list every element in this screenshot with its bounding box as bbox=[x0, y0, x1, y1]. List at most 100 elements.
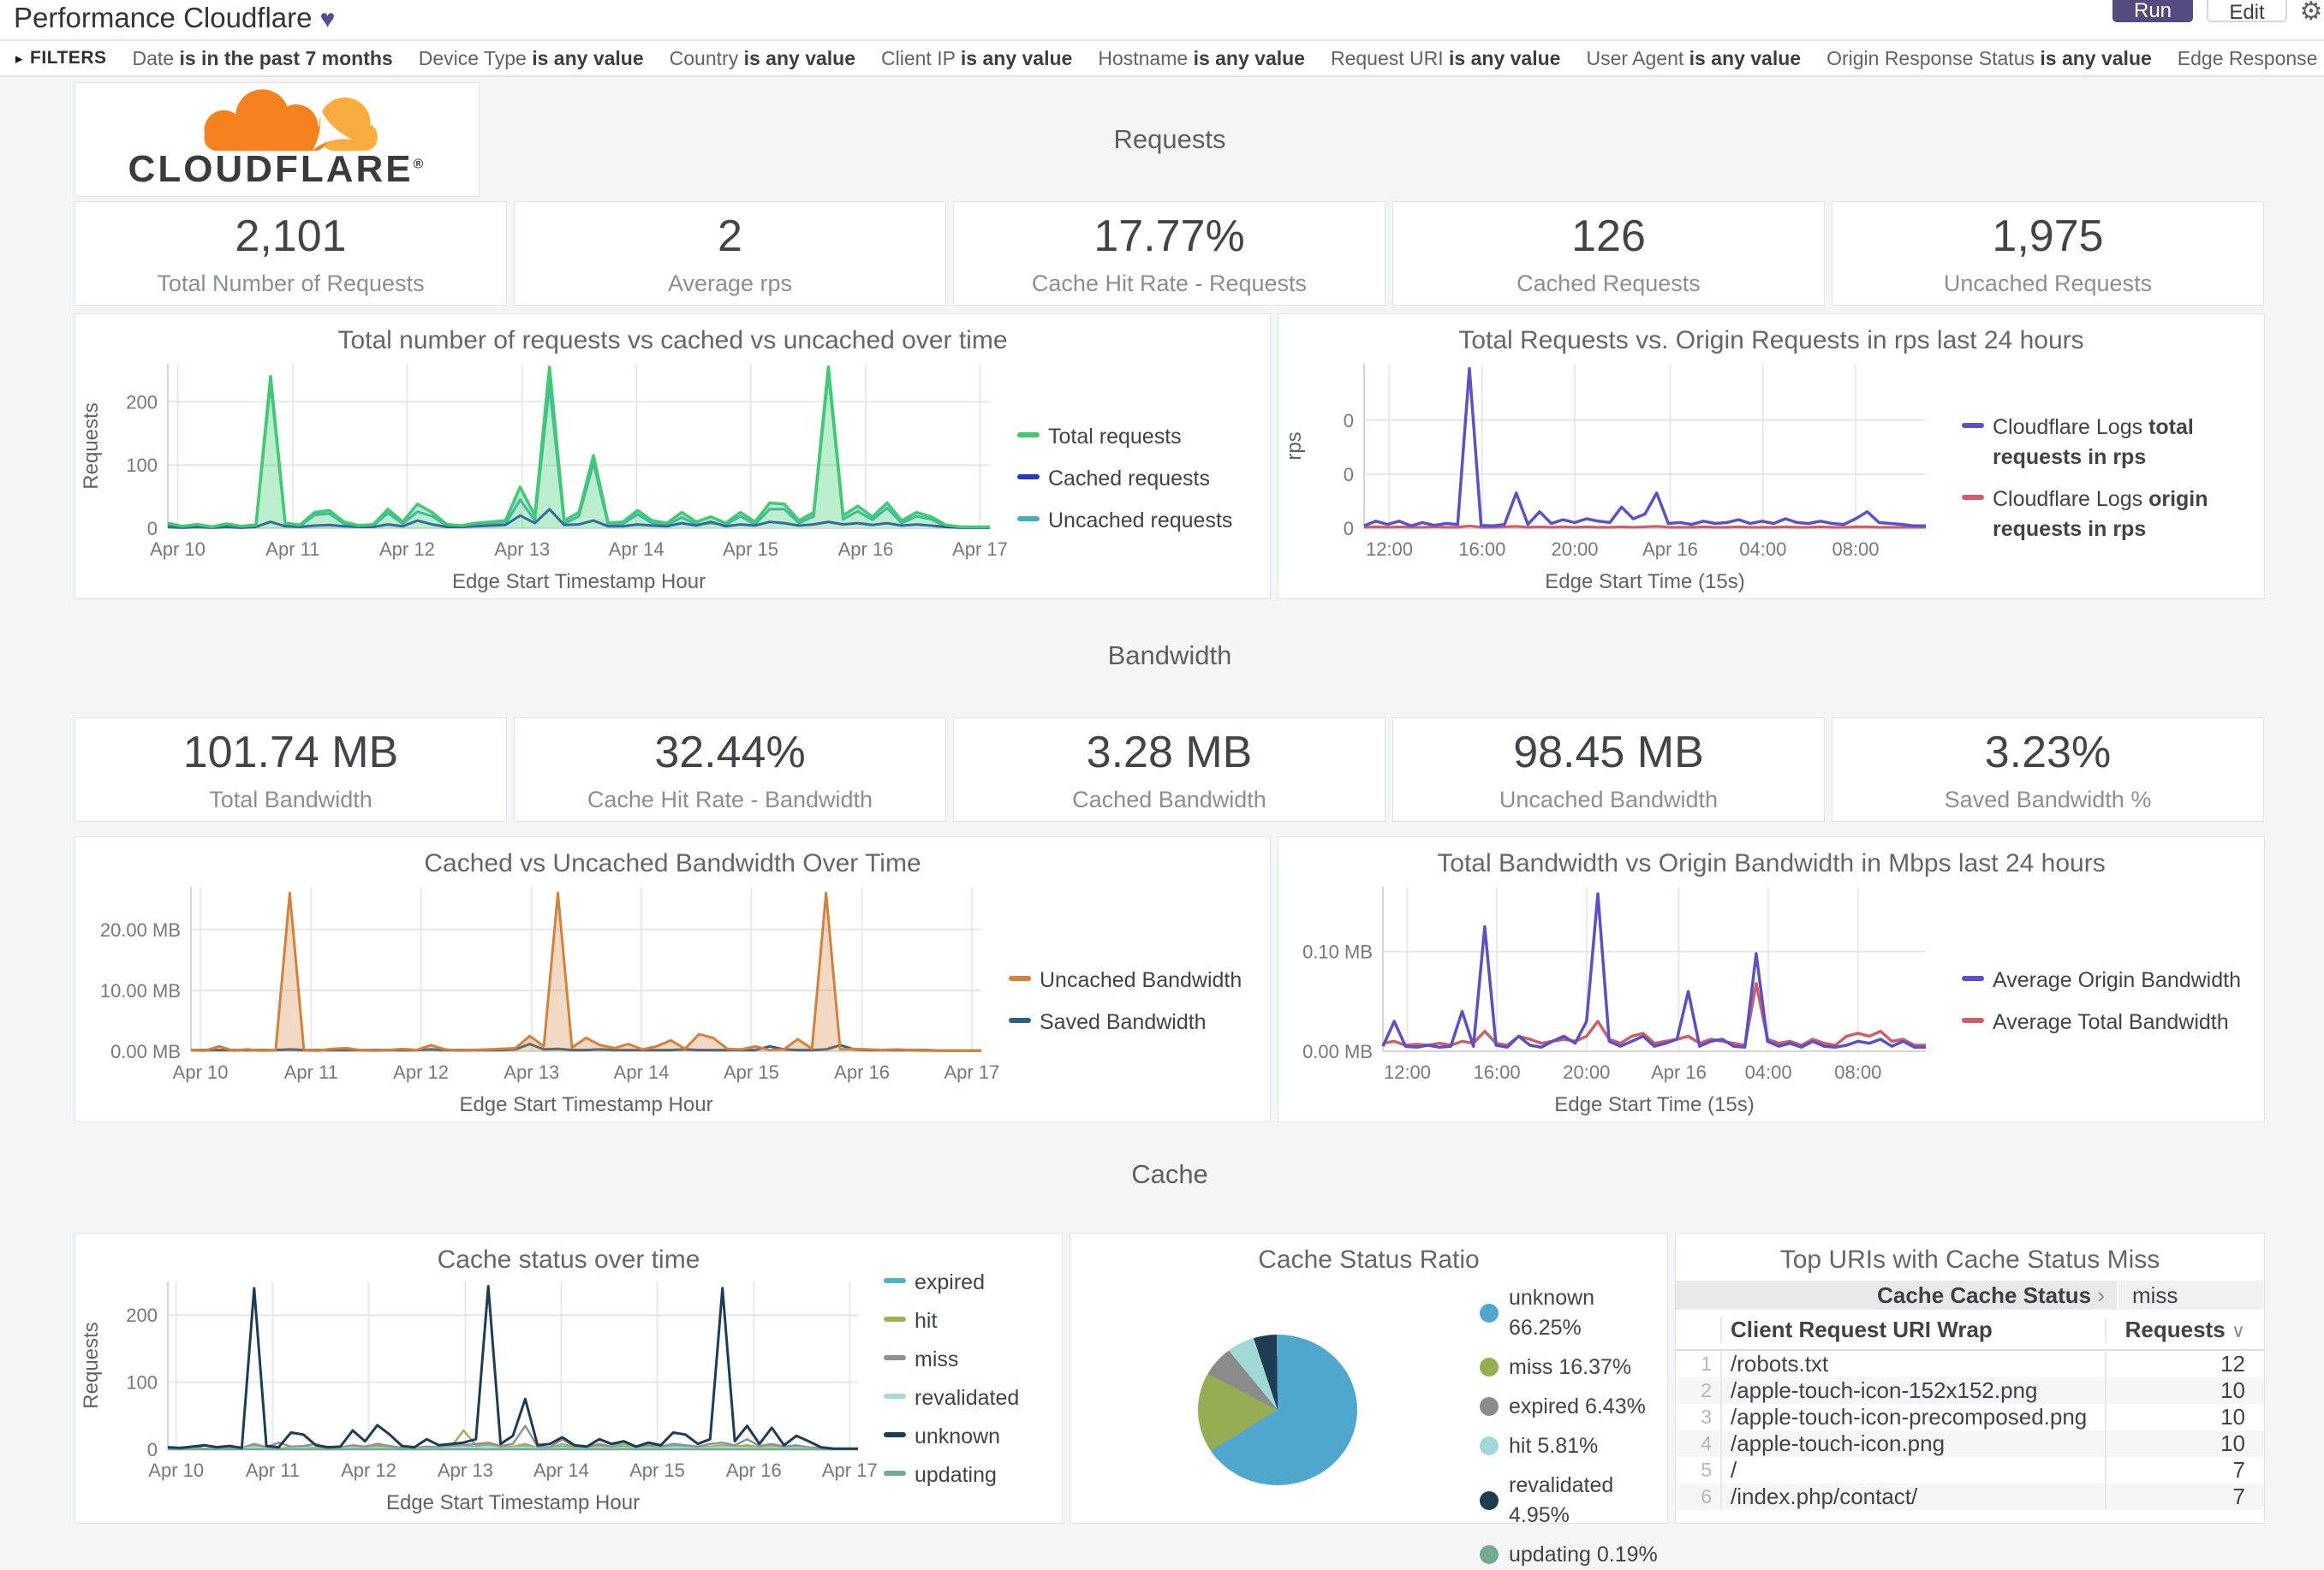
legend-item[interactable]: hit bbox=[884, 1306, 1059, 1336]
legend-item[interactable]: Average Origin Bandwidth bbox=[1962, 966, 2257, 996]
pie-legend[interactable]: unknown 66.25% miss 16.37% expired 6.43%… bbox=[1480, 1328, 1668, 1525]
dashboard-title: Performance Cloudflare ♥ bbox=[14, 2, 335, 34]
legend-item[interactable]: Uncached Bandwidth bbox=[1009, 966, 1266, 996]
requests-cell[interactable]: 12 bbox=[2105, 1351, 2264, 1377]
filter-bar: ▸FILTERS Date is in the past 7 months Dev… bbox=[0, 41, 2324, 77]
kpi-tile[interactable]: 1,975 Uncached Requests bbox=[1832, 201, 2264, 306]
legend-item[interactable]: unknown bbox=[884, 1422, 1059, 1452]
legend-item[interactable]: Uncached requests bbox=[1017, 506, 1266, 536]
pie-legend-item[interactable]: miss 16.37% bbox=[1480, 1353, 1668, 1383]
cache-status-pie[interactable] bbox=[1198, 1335, 1357, 1485]
legend-item[interactable]: revalidated bbox=[884, 1383, 1059, 1413]
pie-legend-item[interactable]: revalidated 4.95% bbox=[1480, 1471, 1668, 1531]
chart-legend[interactable]: expired hit miss revalidated unknown upd… bbox=[884, 1268, 1059, 1490]
pie-legend-item[interactable]: hit 5.81% bbox=[1480, 1431, 1668, 1461]
svg-text:Apr 13: Apr 13 bbox=[438, 1460, 493, 1481]
chart-legend[interactable]: Cloudflare Logs total requests in rps Cl… bbox=[1962, 357, 2257, 600]
legend-label: expired bbox=[915, 1268, 985, 1298]
pie-legend-item[interactable]: unknown 66.25% bbox=[1480, 1283, 1668, 1343]
kpi-label: Saved Bandwidth % bbox=[1945, 787, 2152, 813]
chart-tile-cache-status-ratio: Cache Status Ratio unknown 66.25% miss 1… bbox=[1070, 1233, 1668, 1524]
settings-gear-icon[interactable]: ⚙ bbox=[2297, 0, 2324, 27]
svg-text:Apr 15: Apr 15 bbox=[724, 1062, 779, 1083]
kpi-tile[interactable]: 3.23% Saved Bandwidth % bbox=[1832, 717, 2264, 822]
row-number: 6 bbox=[1676, 1485, 1720, 1508]
uri-cell[interactable]: /apple-touch-icon-152x152.png bbox=[1720, 1377, 2105, 1404]
filter-chip[interactable]: Device Type is any value bbox=[419, 47, 644, 69]
legend-item[interactable]: miss bbox=[884, 1345, 1059, 1375]
kpi-tile[interactable]: 17.77% Cache Hit Rate - Requests bbox=[953, 201, 1385, 306]
filter-chip[interactable]: Origin Response Status is any value bbox=[1826, 47, 2152, 69]
chart-legend[interactable]: Average Origin Bandwidth Average Total B… bbox=[1962, 880, 2257, 1123]
legend-swatch bbox=[884, 1432, 906, 1437]
legend-item[interactable]: Cloudflare Logs total requests in rps bbox=[1962, 413, 2257, 473]
kpi-tile[interactable]: 101.74 MB Total Bandwidth bbox=[74, 717, 507, 822]
legend-item[interactable]: updating bbox=[884, 1460, 1059, 1490]
svg-text:Edge Start Time (15s): Edge Start Time (15s) bbox=[1545, 570, 1744, 593]
uri-cell[interactable]: /apple-touch-icon.png bbox=[1720, 1430, 2105, 1457]
uri-cell[interactable]: /index.php/contact/ bbox=[1720, 1484, 2105, 1510]
kpi-tile[interactable]: 2 Average rps bbox=[514, 201, 946, 306]
kpi-tile[interactable]: 98.45 MB Uncached Bandwidth bbox=[1392, 717, 1825, 822]
legend-item[interactable]: Cloudflare Logs origin requests in rps bbox=[1962, 485, 2257, 544]
filter-chip[interactable]: User Agent is any value bbox=[1586, 47, 1801, 69]
pie-legend-item[interactable]: expired 6.43% bbox=[1480, 1392, 1668, 1422]
table-row[interactable]: 6 /index.php/contact/ 7 bbox=[1676, 1484, 2264, 1510]
svg-text:Edge Start Timestamp Hour: Edge Start Timestamp Hour bbox=[459, 1093, 712, 1116]
kpi-label: Cached Bandwidth bbox=[1072, 787, 1266, 813]
kpi-value: 1,975 bbox=[1992, 211, 2103, 262]
requests-cell[interactable]: 10 bbox=[2105, 1377, 2264, 1404]
requests-cell[interactable]: 7 bbox=[2105, 1484, 2264, 1510]
pivot-dimension-label[interactable]: Cache Cache Status › bbox=[1676, 1281, 2118, 1310]
filter-chip[interactable]: Hostname is any value bbox=[1098, 47, 1305, 69]
table-row[interactable]: 2 /apple-touch-icon-152x152.png 10 bbox=[1676, 1377, 2264, 1404]
legend-label: Average Total Bandwidth bbox=[1993, 1008, 2229, 1038]
pie-legend-item[interactable]: updating 0.19% bbox=[1480, 1540, 1668, 1570]
kpi-tile[interactable]: 3.28 MB Cached Bandwidth bbox=[953, 717, 1385, 822]
table-row[interactable]: 3 /apple-touch-icon-precomposed.png 10 bbox=[1676, 1404, 2264, 1430]
kpi-tile[interactable]: 32.44% Cache Hit Rate - Bandwidth bbox=[514, 717, 946, 822]
legend-item[interactable]: Total requests bbox=[1017, 422, 1266, 452]
filter-chip[interactable]: Edge Response Status is any value bbox=[2178, 47, 2324, 69]
uri-cell[interactable]: /robots.txt bbox=[1720, 1351, 2105, 1377]
chart-legend[interactable]: Uncached Bandwidth Saved Bandwidth bbox=[1009, 880, 1266, 1123]
table-row[interactable]: 5 / 7 bbox=[1676, 1457, 2264, 1484]
requests-cell[interactable]: 10 bbox=[2105, 1404, 2264, 1430]
requests-cell[interactable]: 10 bbox=[2105, 1430, 2264, 1457]
table-row[interactable]: 4 /apple-touch-icon.png 10 bbox=[1676, 1430, 2264, 1457]
filter-chip[interactable]: Country is any value bbox=[670, 47, 855, 69]
requests-cell[interactable]: 7 bbox=[2105, 1457, 2264, 1484]
edit-button[interactable]: Edit bbox=[2207, 0, 2287, 22]
svg-text:200: 200 bbox=[126, 1305, 158, 1326]
filter-chip[interactable]: Client IP is any value bbox=[881, 47, 1072, 69]
filters-toggle[interactable]: ▸FILTERS bbox=[15, 48, 107, 68]
legend-item[interactable]: Saved Bandwidth bbox=[1009, 1008, 1266, 1038]
filter-chip[interactable]: Request URI is any value bbox=[1331, 47, 1560, 69]
filter-chip[interactable]: Date is in the past 7 months bbox=[133, 47, 393, 69]
uri-cell[interactable]: / bbox=[1720, 1457, 2105, 1484]
legend-item[interactable]: Cached requests bbox=[1017, 464, 1266, 494]
legend-label: hit bbox=[915, 1306, 937, 1336]
svg-text:Edge Start Timestamp Hour: Edge Start Timestamp Hour bbox=[452, 570, 706, 593]
chart-tile-rps-24h: Total Requests vs. Origin Requests in rp… bbox=[1278, 313, 2265, 599]
kpi-tile[interactable]: 126 Cached Requests bbox=[1392, 201, 1825, 306]
svg-text:12:00: 12:00 bbox=[1366, 538, 1413, 560]
svg-text:Apr 14: Apr 14 bbox=[533, 1460, 589, 1481]
legend-label: unknown bbox=[915, 1422, 1000, 1452]
uri-column-header[interactable]: Client Request URI Wrap bbox=[1720, 1317, 2105, 1343]
legend-item[interactable]: expired bbox=[884, 1268, 1059, 1298]
requests-column-header[interactable]: Requests ∨ bbox=[2105, 1317, 2264, 1343]
uri-cell[interactable]: /apple-touch-icon-precomposed.png bbox=[1720, 1404, 2105, 1430]
run-button[interactable]: Run bbox=[2112, 0, 2193, 22]
table-row[interactable]: 1 /robots.txt 12 bbox=[1676, 1351, 2264, 1377]
chevron-right-icon: › bbox=[2097, 1282, 2105, 1308]
legend-dot bbox=[1480, 1545, 1499, 1564]
chart-legend[interactable]: Total requests Cached requests Uncached … bbox=[1017, 357, 1266, 600]
kpi-tile[interactable]: 2,101 Total Number of Requests bbox=[74, 201, 507, 306]
legend-item[interactable]: Average Total Bandwidth bbox=[1962, 1008, 2257, 1038]
